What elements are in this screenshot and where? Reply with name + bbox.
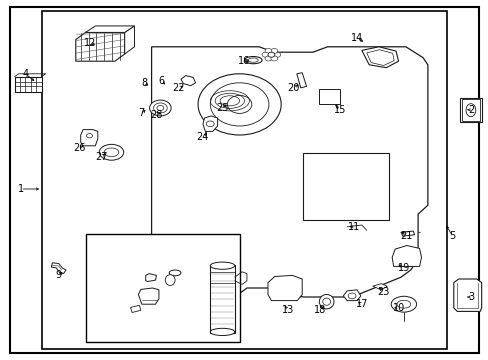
Bar xyxy=(41,11,447,349)
Ellipse shape xyxy=(210,328,234,336)
Text: 1: 1 xyxy=(18,184,23,194)
Polygon shape xyxy=(51,263,66,274)
Text: 12: 12 xyxy=(84,38,97,48)
Text: 28: 28 xyxy=(150,110,163,120)
Bar xyxy=(210,265,234,333)
Text: 9: 9 xyxy=(56,270,61,280)
Text: 13: 13 xyxy=(282,305,294,315)
Ellipse shape xyxy=(157,105,163,111)
Ellipse shape xyxy=(262,52,268,57)
Polygon shape xyxy=(81,130,98,146)
Ellipse shape xyxy=(396,300,410,308)
Text: 17: 17 xyxy=(355,299,367,309)
Ellipse shape xyxy=(248,58,258,62)
Ellipse shape xyxy=(319,294,333,309)
Text: 25: 25 xyxy=(216,103,228,113)
Text: 2: 2 xyxy=(467,105,473,115)
Text: 24: 24 xyxy=(196,132,209,142)
Ellipse shape xyxy=(264,49,271,54)
Text: 10: 10 xyxy=(392,303,405,313)
Text: 6: 6 xyxy=(158,76,164,86)
Text: 5: 5 xyxy=(448,231,454,241)
Ellipse shape xyxy=(198,74,281,135)
Bar xyxy=(459,98,481,122)
Ellipse shape xyxy=(264,56,271,61)
Polygon shape xyxy=(400,231,414,236)
Ellipse shape xyxy=(99,144,123,160)
Bar xyxy=(15,77,41,92)
Polygon shape xyxy=(391,246,421,266)
Polygon shape xyxy=(267,275,302,301)
Text: 18: 18 xyxy=(313,305,326,315)
Polygon shape xyxy=(138,288,159,304)
Text: 16: 16 xyxy=(238,56,250,66)
Text: 11: 11 xyxy=(347,222,360,232)
Polygon shape xyxy=(366,50,393,66)
Polygon shape xyxy=(343,290,360,301)
Ellipse shape xyxy=(169,270,181,276)
Ellipse shape xyxy=(153,103,167,113)
Ellipse shape xyxy=(273,52,280,57)
Ellipse shape xyxy=(390,296,416,312)
Polygon shape xyxy=(151,47,427,297)
Ellipse shape xyxy=(270,56,277,61)
Text: 3: 3 xyxy=(467,292,473,302)
Text: 19: 19 xyxy=(397,263,409,273)
Ellipse shape xyxy=(104,148,119,157)
Ellipse shape xyxy=(227,95,251,113)
Ellipse shape xyxy=(210,83,268,126)
Text: 21: 21 xyxy=(400,231,412,241)
Ellipse shape xyxy=(244,57,262,64)
Ellipse shape xyxy=(270,49,277,54)
Text: 22: 22 xyxy=(172,83,184,93)
Text: 15: 15 xyxy=(333,105,346,115)
Text: 27: 27 xyxy=(95,152,107,162)
Polygon shape xyxy=(453,279,481,311)
Polygon shape xyxy=(296,73,306,88)
Bar xyxy=(303,153,388,220)
Polygon shape xyxy=(181,76,195,86)
Ellipse shape xyxy=(267,52,274,57)
Ellipse shape xyxy=(149,100,171,116)
Polygon shape xyxy=(130,305,141,312)
Polygon shape xyxy=(361,47,398,68)
Ellipse shape xyxy=(210,262,234,269)
Polygon shape xyxy=(145,274,156,282)
Text: 26: 26 xyxy=(73,143,86,153)
Text: 20: 20 xyxy=(286,83,299,93)
Polygon shape xyxy=(124,26,134,54)
Ellipse shape xyxy=(165,275,175,285)
Ellipse shape xyxy=(322,298,330,305)
Text: 14: 14 xyxy=(350,33,363,43)
Bar xyxy=(319,89,339,104)
Polygon shape xyxy=(85,26,134,32)
Polygon shape xyxy=(372,284,386,290)
Polygon shape xyxy=(203,116,217,131)
Bar xyxy=(461,99,479,121)
Text: 23: 23 xyxy=(377,287,389,297)
Text: 4: 4 xyxy=(22,69,28,79)
Text: 7: 7 xyxy=(139,108,144,118)
Text: 8: 8 xyxy=(141,78,147,88)
Polygon shape xyxy=(76,32,124,61)
Bar xyxy=(85,234,239,342)
